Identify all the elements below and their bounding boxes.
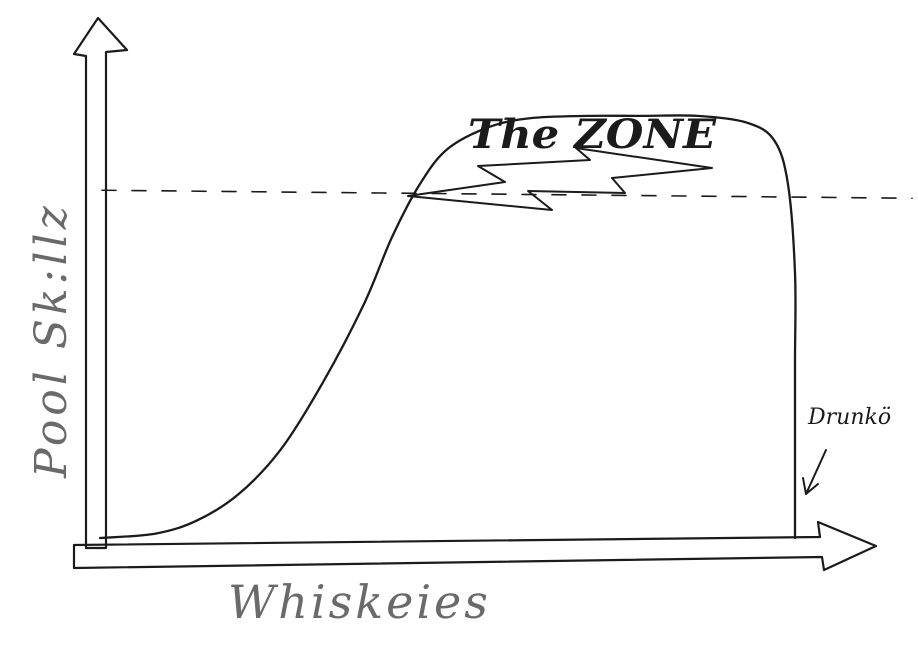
- x-axis: [72, 520, 878, 572]
- drunk-label: Drunkö: [807, 405, 891, 430]
- series-line: [98, 114, 797, 540]
- zone-label: The ZONE: [468, 111, 717, 158]
- lightning-bolt-icon: [407, 147, 713, 211]
- y-axis-title: Pool Sk:llz: [26, 202, 77, 479]
- y-axis: [72, 16, 129, 550]
- drunk-arrow-icon: [802, 449, 827, 495]
- x-axis-title: Whiskeies: [228, 575, 491, 629]
